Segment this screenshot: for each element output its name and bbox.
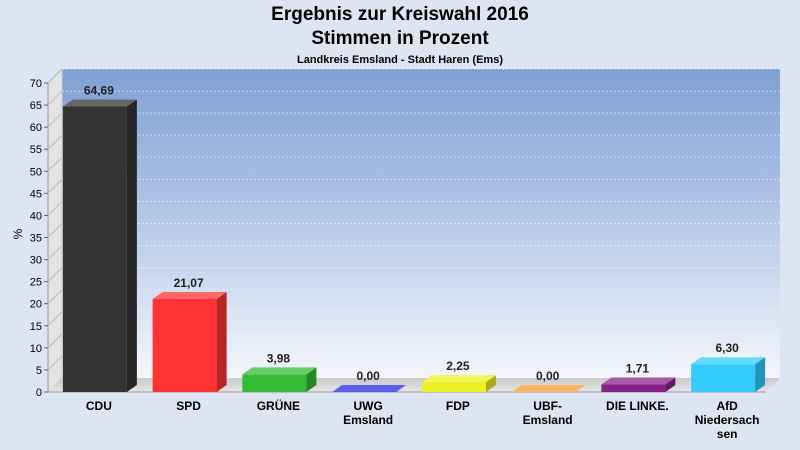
y-tick-label: 60 xyxy=(30,122,42,134)
bar-top xyxy=(511,385,586,392)
gridline-side xyxy=(47,90,63,106)
gridline-side xyxy=(47,311,63,327)
bar-side xyxy=(485,375,496,392)
gridline-side xyxy=(47,267,63,282)
bar-side xyxy=(126,99,137,393)
bar-side xyxy=(755,357,766,392)
bar-side xyxy=(216,291,227,392)
x-tick-label: UBF- xyxy=(533,399,562,413)
x-tick-label: DIE LINKE. xyxy=(606,399,669,413)
x-tick-label: Niedersach xyxy=(695,413,760,427)
bar-value-label: 2,25 xyxy=(446,359,470,373)
x-tick-label: GRÜNE xyxy=(257,398,300,413)
x-tick-label: sen xyxy=(717,427,738,441)
y-tick-label: 45 xyxy=(30,188,42,200)
y-tick-label: 50 xyxy=(30,166,42,178)
x-tick-label: UWG xyxy=(353,399,382,413)
x-tick-label: SPD xyxy=(176,399,201,413)
bar xyxy=(62,106,127,393)
bar-side xyxy=(306,367,317,392)
gridline-side xyxy=(47,333,63,349)
y-tick-label: 5 xyxy=(36,365,42,377)
bar-top xyxy=(691,357,766,365)
plot-floor xyxy=(48,378,780,392)
gridline-side xyxy=(47,156,63,172)
chart-title: Ergebnis zur Kreiswahl 2016 xyxy=(271,4,529,25)
y-tick-label: 15 xyxy=(30,321,42,333)
bar-value-label: 0,00 xyxy=(356,369,380,383)
y-tick-label: 30 xyxy=(30,255,42,267)
x-tick-label: FDP xyxy=(446,399,470,413)
bar xyxy=(421,382,486,392)
chart-region-subtitle: Landkreis Emsland - Stadt Haren (Ems) xyxy=(297,54,503,66)
bar-value-label: 21,07 xyxy=(174,276,204,290)
y-tick-label: 40 xyxy=(30,210,42,222)
bar-value-label: 1,71 xyxy=(626,361,650,375)
gridline-side xyxy=(47,223,63,238)
x-tick-label: AfD xyxy=(716,399,738,413)
x-tick-label: Emsland xyxy=(523,413,573,427)
gridline-side xyxy=(47,289,63,305)
bar-value-label: 6,30 xyxy=(715,341,739,355)
y-tick-label: 65 xyxy=(30,100,42,112)
y-tick-label: 0 xyxy=(36,387,42,399)
bar-value-label: 0,00 xyxy=(536,369,560,383)
gridline-side xyxy=(47,134,63,150)
gridline-side xyxy=(47,355,63,371)
chart-subtitle: Stimmen in Prozent xyxy=(311,28,489,49)
bar-top xyxy=(152,291,227,299)
y-axis-label: % xyxy=(11,228,25,239)
gridline-side xyxy=(47,112,63,128)
bar-side xyxy=(665,377,676,392)
bar-top xyxy=(421,375,496,383)
y-tick-label: 20 xyxy=(30,299,42,311)
y-tick-label: 55 xyxy=(30,144,42,156)
y-tick-label: 25 xyxy=(30,277,42,289)
gridline-side xyxy=(47,245,63,260)
bar-top xyxy=(242,367,317,375)
bar xyxy=(601,384,666,392)
x-tick-label: CDU xyxy=(86,399,112,413)
bar-top xyxy=(332,385,407,392)
gridline-side xyxy=(47,201,63,216)
bar xyxy=(152,298,217,392)
bar xyxy=(242,374,307,392)
x-tick-label: Emsland xyxy=(343,413,393,427)
bar xyxy=(691,364,756,392)
y-tick-label: 10 xyxy=(30,343,42,355)
y-tick-label: 35 xyxy=(30,233,42,245)
y-tick-label: 70 xyxy=(30,78,42,90)
bar-value-label: 3,98 xyxy=(267,351,291,365)
bar-value-label: 64,69 xyxy=(84,83,114,97)
gridline-side xyxy=(47,68,63,84)
bar-top xyxy=(62,99,137,107)
bar-top xyxy=(601,377,676,385)
gridline-side xyxy=(47,179,63,194)
